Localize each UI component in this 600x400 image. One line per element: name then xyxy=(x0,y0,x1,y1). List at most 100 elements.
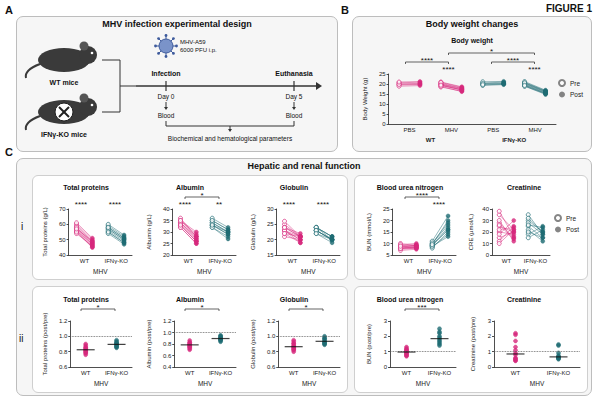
svg-text:35: 35 xyxy=(163,218,170,224)
svg-text:50: 50 xyxy=(59,237,66,243)
svg-text:MHV: MHV xyxy=(198,380,213,387)
svg-text:MHV: MHV xyxy=(94,380,109,387)
svg-text:0.8: 0.8 xyxy=(59,349,68,355)
svg-text:60: 60 xyxy=(59,221,66,227)
svg-text:Blood: Blood xyxy=(158,112,175,119)
svg-text:0: 0 xyxy=(384,364,388,370)
svg-text:Creatinine: Creatinine xyxy=(507,184,541,191)
svg-text:*: * xyxy=(304,303,307,312)
svg-text:*: * xyxy=(490,47,493,56)
svg-text:2: 2 xyxy=(488,333,492,339)
svg-text:WT: WT xyxy=(402,370,412,376)
svg-text:Globulin: Globulin xyxy=(280,296,308,303)
svg-text:0.6: 0.6 xyxy=(59,364,68,370)
svg-text:BUN (post/pre): BUN (post/pre) xyxy=(366,324,372,364)
svg-text:Total proteins: Total proteins xyxy=(63,296,109,304)
svg-text:MHV: MHV xyxy=(530,380,545,387)
svg-text:2: 2 xyxy=(384,333,388,339)
svg-text:MHV: MHV xyxy=(93,268,108,275)
svg-text:****: **** xyxy=(416,191,428,200)
svg-text:40: 40 xyxy=(482,206,489,212)
svg-text:WT: WT xyxy=(289,370,299,376)
svg-text:Day 5: Day 5 xyxy=(286,93,303,101)
svg-text:Post: Post xyxy=(566,226,579,233)
svg-text:25: 25 xyxy=(383,206,390,212)
svg-text:****: **** xyxy=(283,200,295,209)
svg-text:MHV-A59: MHV-A59 xyxy=(180,39,206,45)
svg-text:40: 40 xyxy=(163,206,170,212)
svg-text:10: 10 xyxy=(482,241,489,247)
svg-text:WT: WT xyxy=(502,258,512,264)
svg-text:Biochemical and hematological: Biochemical and hematological parameters xyxy=(168,135,293,143)
svg-text:30: 30 xyxy=(482,218,489,224)
svg-text:WT: WT xyxy=(81,370,91,376)
svg-text:IFNγ-KO: IFNγ-KO xyxy=(502,137,526,143)
svg-text:3: 3 xyxy=(488,318,492,324)
svg-text:IFNγ-KO: IFNγ-KO xyxy=(208,258,232,264)
svg-text:Body weight: Body weight xyxy=(451,37,493,45)
svg-text:Creatinine: Creatinine xyxy=(507,296,541,303)
svg-text:WT: WT xyxy=(426,137,436,143)
svg-text:20: 20 xyxy=(379,81,386,87)
svg-text:15: 15 xyxy=(267,252,274,258)
svg-text:5: 5 xyxy=(386,252,390,258)
svg-text:Globulin (post/pre): Globulin (post/pre) xyxy=(250,319,256,368)
svg-text:0: 0 xyxy=(488,364,492,370)
svg-text:10: 10 xyxy=(383,241,390,247)
svg-text:1: 1 xyxy=(384,349,388,355)
svg-text:IFNγ-KO: IFNγ-KO xyxy=(547,370,571,376)
svg-text:Albumin (g/L): Albumin (g/L) xyxy=(146,214,152,250)
svg-text:WT: WT xyxy=(404,258,414,264)
svg-text:MHV: MHV xyxy=(417,268,432,275)
svg-text:70: 70 xyxy=(59,206,66,212)
svg-text:3: 3 xyxy=(384,318,388,324)
svg-text:0.4: 0.4 xyxy=(163,364,172,370)
svg-text:Albumin: Albumin xyxy=(176,296,204,303)
svg-text:**: ** xyxy=(216,200,222,209)
svg-text:0: 0 xyxy=(486,252,490,258)
svg-text:MHV: MHV xyxy=(514,268,529,275)
svg-text:40: 40 xyxy=(59,252,66,258)
svg-text:25: 25 xyxy=(379,71,386,77)
svg-text:IFNγ-KO: IFNγ-KO xyxy=(312,258,336,264)
svg-text:Total proteins (post/pre): Total proteins (post/pre) xyxy=(42,312,48,375)
svg-text:20: 20 xyxy=(267,237,274,243)
svg-text:****: **** xyxy=(75,200,87,209)
svg-text:IFNγ-KO: IFNγ-KO xyxy=(524,258,548,264)
svg-text:20: 20 xyxy=(163,252,170,258)
svg-text:****: **** xyxy=(442,65,454,74)
svg-text:Post: Post xyxy=(570,91,583,98)
svg-text:20: 20 xyxy=(482,229,489,235)
svg-text:Pre: Pre xyxy=(570,80,581,87)
svg-text:*: * xyxy=(96,303,99,312)
svg-text:1.0: 1.0 xyxy=(267,333,276,339)
svg-text:*: * xyxy=(200,191,203,200)
svg-text:WT: WT xyxy=(288,258,298,264)
svg-text:MHV: MHV xyxy=(528,127,541,133)
svg-text:****: **** xyxy=(179,200,191,209)
svg-text:1.0: 1.0 xyxy=(163,330,172,336)
svg-text:Blood urea nitrogen: Blood urea nitrogen xyxy=(377,184,444,192)
svg-text:Globulin: Globulin xyxy=(280,184,308,191)
svg-text:25: 25 xyxy=(163,241,170,247)
svg-text:6000 PFU i.p.: 6000 PFU i.p. xyxy=(180,47,217,53)
svg-text:1: 1 xyxy=(488,349,492,355)
svg-text:****: **** xyxy=(528,65,540,74)
svg-text:0.6: 0.6 xyxy=(163,353,172,359)
svg-text:5: 5 xyxy=(382,111,386,117)
svg-text:25: 25 xyxy=(267,221,274,227)
svg-text:Albumin: Albumin xyxy=(176,184,204,191)
svg-text:BUN (mmol/L): BUN (mmol/L) xyxy=(366,213,372,251)
svg-text:MHV: MHV xyxy=(445,127,458,133)
svg-text:IFNγ-KO: IFNγ-KO xyxy=(209,370,233,376)
svg-text:1.2: 1.2 xyxy=(267,318,276,324)
svg-text:IFNγ-KO: IFNγ-KO xyxy=(428,258,452,264)
svg-text:Pre: Pre xyxy=(566,215,577,222)
svg-text:30: 30 xyxy=(163,229,170,235)
svg-text:IFNγ-KO: IFNγ-KO xyxy=(104,258,128,264)
svg-text:WT: WT xyxy=(185,370,195,376)
svg-text:****: **** xyxy=(421,56,433,65)
svg-text:0: 0 xyxy=(382,121,386,127)
svg-text:Blood: Blood xyxy=(286,112,303,119)
svg-text:30: 30 xyxy=(267,206,274,212)
